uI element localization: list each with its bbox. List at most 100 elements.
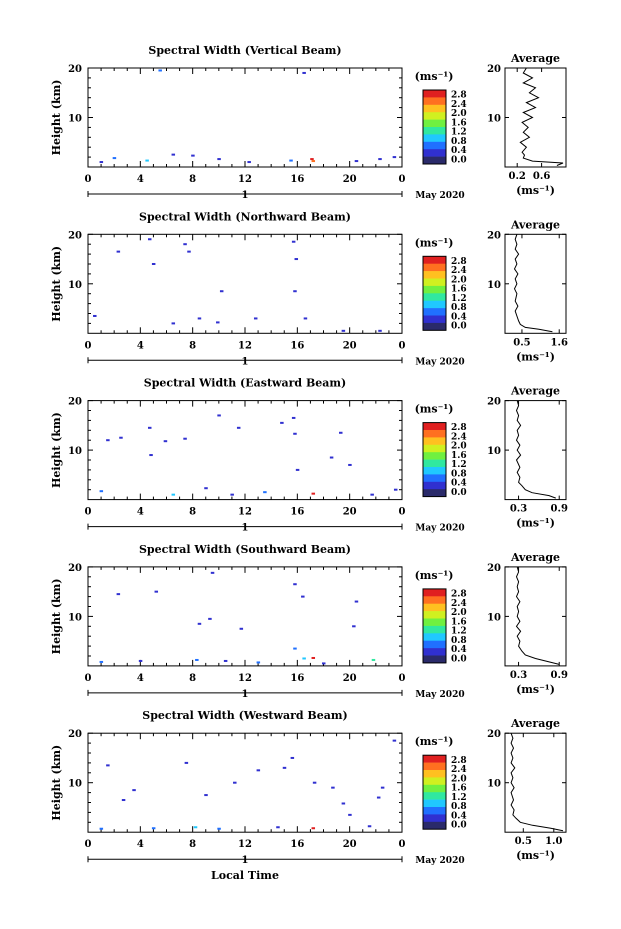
day-label: 1 [242, 523, 249, 534]
avg-y-tick-label: 20 [487, 563, 501, 574]
colorbar-tick-label: 2.0 [451, 608, 467, 618]
avg-frame [504, 67, 567, 168]
data-cell [371, 658, 376, 661]
colorbar-unit: (ms⁻¹) [415, 70, 454, 83]
data-cell [197, 317, 202, 320]
data-cell [341, 329, 346, 332]
colorbar-tick-label: 1.6 [451, 118, 467, 128]
colorbar-tick-label: 2.4 [451, 432, 467, 442]
y-tick-label: 20 [68, 230, 82, 241]
colorbar-tick-label: 2.4 [451, 100, 467, 110]
colorbar-segment [423, 481, 446, 490]
panel-title: Spectral Width (Vertical Beam) [148, 44, 341, 57]
data-cell [171, 493, 176, 496]
data-cell [302, 657, 306, 660]
x-tick-label: 20 [343, 340, 357, 351]
data-cell [154, 590, 159, 593]
colorbar-tick-label: 1.6 [451, 285, 467, 295]
x-tick-label: 8 [189, 839, 196, 850]
avg-title: Average [510, 717, 560, 730]
data-cell [187, 250, 191, 253]
x-tick-label: 20 [343, 507, 357, 518]
y-tick-label: 10 [68, 446, 82, 457]
y-axis-label: Height (km) [50, 80, 63, 156]
date-label: May 2020 [415, 357, 464, 367]
data-cell [293, 647, 297, 650]
avg-frame [504, 400, 567, 501]
data-cell [348, 463, 352, 466]
avg-x-tick-label: 1.0 [545, 836, 562, 847]
date-label: May 2020 [415, 524, 464, 534]
panel-title: Spectral Width (Southward Beam) [139, 543, 351, 556]
x-tick-label: 0 [399, 673, 406, 684]
data-cell [191, 154, 195, 157]
colorbar-tick-label: 1.2 [451, 627, 467, 637]
data-cell [322, 662, 326, 665]
y-axis-label: Height (km) [50, 412, 63, 488]
data-cell [289, 159, 293, 162]
colorbar-segment [423, 308, 446, 316]
data-cell [217, 158, 221, 161]
data-cell [290, 756, 295, 759]
colorbar-tick-label: 0.4 [451, 146, 467, 156]
colorbar-unit: (ms⁻¹) [415, 735, 454, 748]
data-cell [311, 827, 316, 830]
avg-frame [504, 566, 567, 667]
colorbar-unit: (ms⁻¹) [415, 403, 454, 416]
data-cell [311, 492, 316, 495]
day-label: 1 [242, 190, 249, 201]
x-tick-label: 16 [290, 507, 304, 518]
colorbar-segment [423, 611, 446, 619]
colorbar-tick-label: 0.8 [451, 469, 467, 479]
colorbar-segment [423, 156, 446, 165]
data-cell [293, 290, 297, 293]
x-tick-label: 12 [238, 507, 252, 518]
colorbar-segment [423, 271, 446, 279]
data-cell [204, 487, 208, 490]
avg-y-tick-label: 20 [487, 64, 501, 75]
data-cell [112, 157, 117, 160]
x-tick-label: 0 [85, 340, 92, 351]
data-cell [204, 794, 208, 797]
colorbar-segment [423, 263, 446, 272]
x-tick-label: 8 [189, 507, 196, 518]
data-cell [276, 826, 280, 829]
colorbar-tick-label: 0.4 [451, 811, 467, 821]
data-cell [329, 456, 334, 459]
date-label: May 2020 [415, 856, 464, 866]
colorbar-segment [423, 104, 446, 113]
colorbar-segment [423, 119, 446, 128]
x-tick-label: 8 [189, 673, 196, 684]
data-cell [119, 436, 123, 439]
data-cell [256, 661, 261, 664]
data-cell [230, 493, 234, 496]
date-label: May 2020 [415, 690, 464, 700]
colorbar-segment [423, 792, 446, 800]
data-cell [253, 317, 258, 320]
data-cell [219, 290, 224, 293]
colorbar-segment [423, 285, 446, 294]
day-label: 1 [242, 356, 249, 367]
avg-title: Average [510, 52, 560, 65]
colorbar-tick-label: 0.0 [451, 654, 467, 664]
data-cell [393, 488, 398, 491]
data-cell [378, 158, 382, 161]
data-cell [367, 825, 372, 828]
x-tick-label: 12 [238, 839, 252, 850]
avg-unit: (ms⁻¹) [516, 184, 555, 197]
avg-x-tick-label: 0.3 [510, 504, 527, 515]
colorbar-segment [423, 293, 446, 301]
avg-y-tick-label: 10 [487, 114, 501, 125]
avg-frame [504, 732, 567, 833]
x-tick-label: 0 [85, 673, 92, 684]
x-tick-label: 0 [85, 839, 92, 850]
x-tick-label: 12 [238, 340, 252, 351]
colorbar-segment [423, 141, 446, 150]
colorbar-tick-label: 2.0 [451, 442, 467, 452]
avg-y-tick-label: 10 [487, 779, 501, 790]
colorbar-segment [423, 444, 446, 453]
colorbar-tick-label: 2.8 [451, 423, 467, 433]
colorbar-segment [423, 459, 446, 468]
data-cell [121, 799, 126, 802]
